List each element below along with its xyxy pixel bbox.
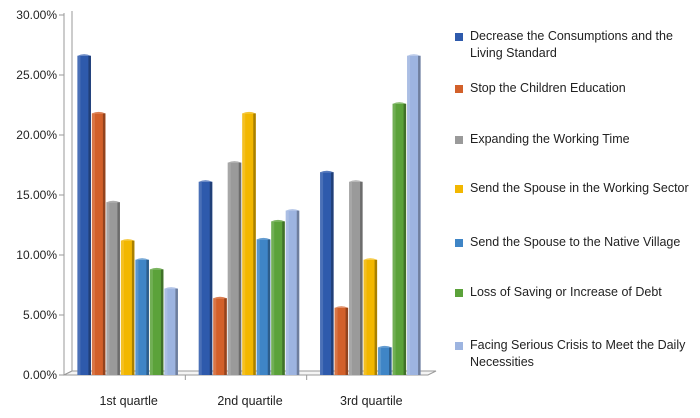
legend-item: Stop the Children Education: [455, 80, 695, 97]
bar: [227, 161, 242, 375]
legend-label: Stop the Children Education: [470, 81, 626, 95]
legend-label: Decrease the Consumptions and the Living…: [470, 29, 673, 60]
bar: [106, 200, 120, 375]
bar: [213, 296, 227, 375]
bar: [363, 258, 378, 375]
legend-swatch: [455, 239, 463, 247]
bar: [198, 180, 213, 375]
legend-label: Loss of Saving or Increase of Debt: [470, 285, 662, 299]
chart-bars: [77, 54, 421, 376]
bar: [378, 345, 392, 375]
y-axis-ticks: 0.00% 5.00% 10.00% 15.00% 20.00% 25.00% 30.00%: [16, 8, 64, 382]
legend-item: Expanding the Working Time: [455, 131, 695, 148]
legend-label: Expanding the Working Time: [470, 132, 630, 146]
bar: [320, 170, 334, 375]
bar: [271, 219, 285, 375]
bar: [120, 239, 135, 375]
bar: [407, 54, 421, 376]
legend-item: Loss of Saving or Increase of Debt: [455, 284, 695, 301]
legend-label: Send the Spouse in the Working Sector: [470, 181, 689, 195]
bar: [349, 180, 363, 375]
legend-item: Send the Spouse to the Native Village: [455, 234, 695, 251]
bar: [334, 306, 349, 375]
x-category-label: 3rd quartile: [340, 394, 403, 408]
bar: [91, 111, 106, 376]
legend-swatch: [455, 185, 463, 193]
legend-item: Facing Serious Crisis to Meet the Daily …: [455, 337, 695, 371]
y-tick-label: 5.00%: [23, 308, 57, 322]
bar: [392, 102, 407, 376]
y-tick-label: 15.00%: [16, 188, 57, 202]
legend-label: Send the Spouse to the Native Village: [470, 235, 681, 249]
bar: [77, 54, 91, 376]
bar: [256, 237, 271, 375]
bar: [135, 258, 149, 375]
legend-item: Send the Spouse in the Working Sector: [455, 180, 695, 197]
x-category-label: 2nd quartile: [217, 394, 282, 408]
legend-swatch: [455, 85, 463, 93]
bar: [242, 111, 256, 376]
legend-item: Decrease the Consumptions and the Living…: [455, 28, 695, 62]
legend-swatch: [455, 136, 463, 144]
y-tick-label: 20.00%: [16, 128, 57, 142]
x-axis-categories: 1st quartle 2nd quartile 3rd quartile: [99, 375, 403, 408]
bar: [164, 287, 178, 375]
bar: [149, 267, 164, 375]
legend-swatch: [455, 342, 463, 350]
legend-label: Facing Serious Crisis to Meet the Daily …: [470, 338, 686, 369]
bar: [285, 209, 300, 375]
y-tick-label: 10.00%: [16, 248, 57, 262]
y-axis-wall: [63, 11, 73, 376]
x-category-label: 1st quartle: [99, 394, 157, 408]
y-tick-label: 25.00%: [16, 68, 57, 82]
y-tick-label: 0.00%: [23, 368, 57, 382]
y-tick-label: 30.00%: [16, 8, 57, 22]
legend-swatch: [455, 33, 463, 41]
legend-swatch: [455, 289, 463, 297]
